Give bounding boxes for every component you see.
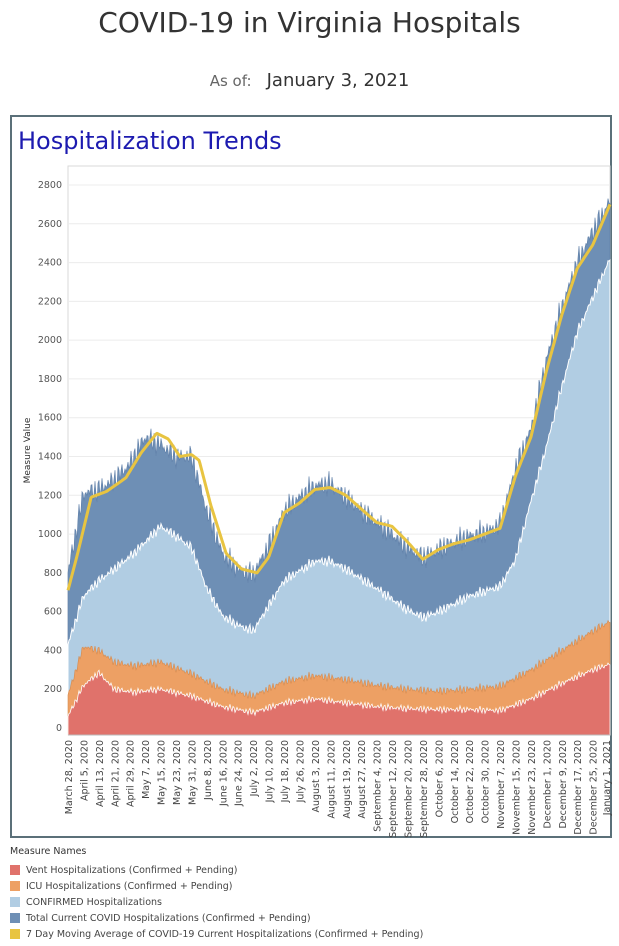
legend-swatch [10,881,20,891]
y-tick-label: 1000 [38,529,62,540]
legend-title: Measure Names [10,846,87,857]
x-tick-label: December 17, 2020 [573,740,584,835]
x-tick-label: May 15, 2020 [157,740,168,805]
x-tick-label: April 5, 2020 [79,740,90,801]
x-tick-label: March 28, 2020 [64,740,75,814]
legend-label: ICU Hospitalizations (Confirmed + Pendin… [26,880,233,892]
x-tick-label: April 13, 2020 [95,740,106,807]
y-tick-label: 400 [44,645,62,656]
legend-swatch [10,865,20,875]
x-tick-label: December 25, 2020 [589,740,600,835]
x-tick-label: November 7, 2020 [496,740,507,829]
x-tick-label: August 11, 2020 [326,740,337,819]
x-tick-label: June 16, 2020 [218,740,229,807]
x-tick-label: October 6, 2020 [434,740,445,817]
y-tick-label: 800 [44,568,62,579]
legend: Measure Names Vent Hospitalizations (Con… [10,846,610,942]
as-of-date: As of: January 3, 2021 [0,70,619,91]
x-tick-label: August 19, 2020 [342,740,353,819]
panel-title: Hospitalization Trends [18,127,282,155]
legend-swatch [10,897,20,907]
x-tick-label: May 7, 2020 [141,740,152,799]
x-tick-label: August 3, 2020 [311,740,322,813]
x-tick-label: May 23, 2020 [172,740,183,805]
y-tick-label: 0 [56,723,62,734]
x-tick-label: September 12, 2020 [388,740,399,838]
legend-item[interactable]: ICU Hospitalizations (Confirmed + Pendin… [10,878,610,894]
legend-label: Vent Hospitalizations (Confirmed + Pendi… [26,864,238,876]
y-tick-label: 2800 [38,180,62,191]
series-vent-hospitalizations [67,662,611,736]
as-of-label: As of: [209,72,252,90]
legend-item[interactable]: 7 Day Moving Average of COVID-19 Current… [10,926,610,942]
y-tick-label: 600 [44,607,62,618]
series-confirmed-hospitalizations [67,258,611,736]
y-tick-label: 200 [44,684,62,695]
legend-swatch [10,929,20,939]
x-tick-label: July 26, 2020 [296,740,307,803]
x-tick-label: December 1, 2020 [542,740,553,829]
legend-item[interactable]: CONFIRMED Hospitalizations [10,894,610,910]
legend-item[interactable]: Vent Hospitalizations (Confirmed + Pendi… [10,862,610,878]
x-tick-label: October 22, 2020 [465,740,476,823]
x-tick-label: May 31, 2020 [187,740,198,805]
x-tick-label: November 23, 2020 [527,740,538,835]
y-tick-label: 1800 [38,374,62,385]
hospitalization-trends-chart: 0 200 400 600 800 1000 1200 1400 1600 1800 2000 220… [23,165,613,838]
y-tick-label: 1600 [38,413,62,424]
x-tick-label: October 14, 2020 [450,740,461,823]
x-tick-label: December 9, 2020 [558,740,569,829]
legend-item[interactable]: Total Current COVID Hospitalizations (Co… [10,910,610,926]
series-7-day-moving-average [66,203,612,591]
x-tick-label: August 27, 2020 [357,740,368,819]
x-tick-label: September 20, 2020 [404,740,415,838]
x-tick-label: January 1, 2021 [602,740,613,816]
x-tick-label: July 18, 2020 [280,740,291,803]
x-tick-label: June 24, 2020 [234,740,245,807]
y-tick-label: 1200 [38,490,62,501]
x-tick-label: April 29, 2020 [126,740,137,807]
y-tick-label: 1400 [38,452,62,463]
as-of-value: January 3, 2021 [266,70,410,91]
x-tick-label: June 8, 2020 [203,740,214,801]
x-tick-label: July 10, 2020 [265,740,276,803]
y-tick-label: 2000 [38,335,62,346]
x-tick-label: November 15, 2020 [512,740,523,835]
legend-label: CONFIRMED Hospitalizations [26,896,162,908]
x-tick-label: April 21, 2020 [110,740,121,807]
x-tick-label: October 30, 2020 [481,740,492,823]
page-title: COVID-19 in Virginia Hospitals [98,6,521,39]
x-tick-label: September 4, 2020 [373,740,384,832]
y-tick-label: 2400 [38,258,62,269]
x-tick-label: September 28, 2020 [419,740,430,838]
x-tick-label: July 2, 2020 [249,740,260,797]
legend-label: 7 Day Moving Average of COVID-19 Current… [26,928,424,940]
legend-swatch [10,913,20,923]
y-tick-label: 2200 [38,296,62,307]
y-tick-label: 2600 [38,219,62,230]
y-axis-label: Measure Value [23,417,33,483]
legend-label: Total Current COVID Hospitalizations (Co… [26,912,311,924]
